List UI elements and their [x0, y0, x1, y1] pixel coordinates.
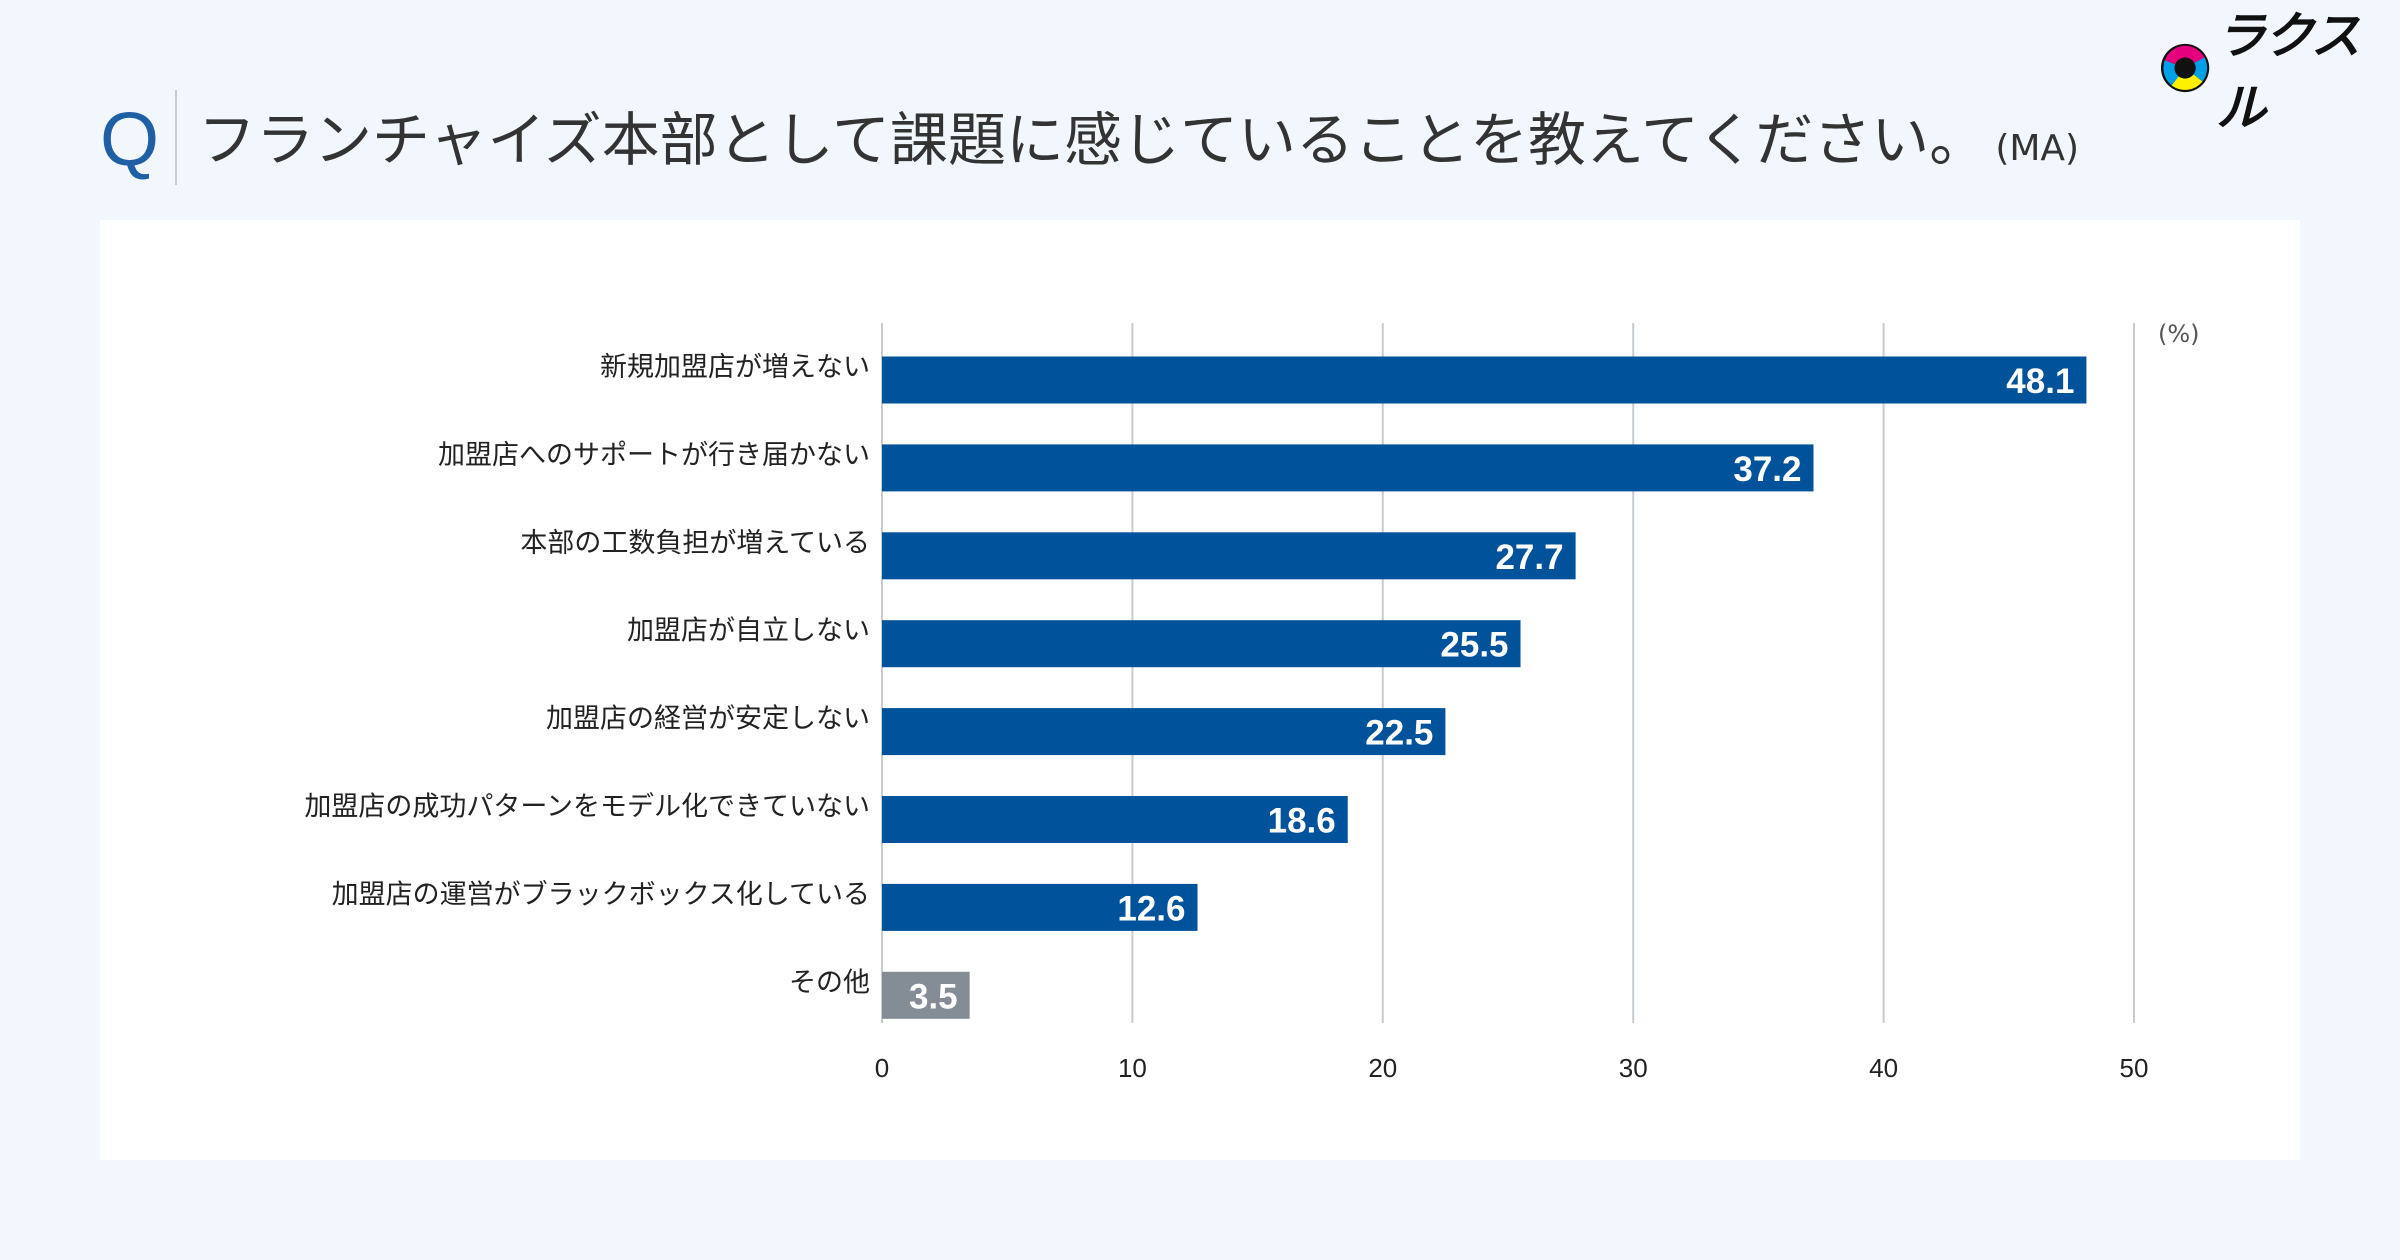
bar	[882, 796, 1348, 843]
x-tick-label: 30	[1619, 1053, 1648, 1083]
x-tick-label: 0	[875, 1053, 889, 1083]
question-mark-label: Q	[100, 97, 160, 182]
bar	[882, 620, 1521, 668]
value-label: 27.7	[1495, 538, 1563, 577]
value-label: 37.2	[1733, 450, 1801, 489]
bar	[882, 971, 970, 1019]
value-label: 18.6	[1268, 802, 1336, 841]
x-tick-label: 20	[1368, 1053, 1397, 1083]
bar	[882, 444, 1814, 492]
bar	[882, 356, 2087, 404]
chart-panel: 0 10 20 30 40 50 新規加盟店が増えない 48.1 加盟店へのサポートが行き届かな…	[100, 220, 2300, 1160]
category-label: 本部の工数負担が増えている	[520, 528, 870, 559]
x-tick-label: 50	[2120, 1053, 2149, 1083]
category-label: 加盟店の運営がブラックボックス化している	[332, 879, 870, 910]
category-label: その他	[789, 967, 870, 998]
value-label: 25.5	[1440, 626, 1508, 665]
x-tick-label: 10	[1118, 1053, 1147, 1083]
value-label: 12.6	[1117, 889, 1185, 928]
question-title: フランチャイズ本部として課題に感じていることを教えてください。 (MA)	[198, 98, 2079, 191]
value-label: 22.5	[1365, 714, 1433, 753]
bar	[882, 883, 1198, 931]
brand-logo: ラクスル	[2160, 7, 2400, 137]
bar-chart: 0 10 20 30 40 50 新規加盟店が増えない 48.1 加盟店へのサポートが行き届かな…	[304, 323, 2149, 1083]
category-label: 加盟店が自立しない	[627, 616, 870, 647]
rakusuru-logo-icon	[2160, 43, 2210, 93]
question-text: フランチャイズ本部として課題に感じていることを教えてください。	[198, 106, 1988, 174]
bar	[882, 708, 1446, 756]
bar	[882, 532, 1576, 580]
question-suffix: (MA)	[1995, 128, 2080, 169]
logo-text: ラクスル	[2216, 7, 2360, 137]
title-divider	[175, 90, 177, 185]
x-tick-label: 40	[1869, 1053, 1898, 1083]
category-label: 加盟店の経営が安定しない	[546, 704, 870, 735]
unit-label: (%)	[2158, 320, 2200, 348]
value-label: 48.1	[2006, 362, 2074, 401]
category-label: 加盟店へのサポートが行き届かない	[438, 440, 870, 471]
value-label: 3.5	[909, 977, 958, 1016]
category-label: 加盟店の成功パターンをモデル化できていない	[304, 792, 870, 823]
category-label: 新規加盟店が増えない	[600, 352, 870, 383]
